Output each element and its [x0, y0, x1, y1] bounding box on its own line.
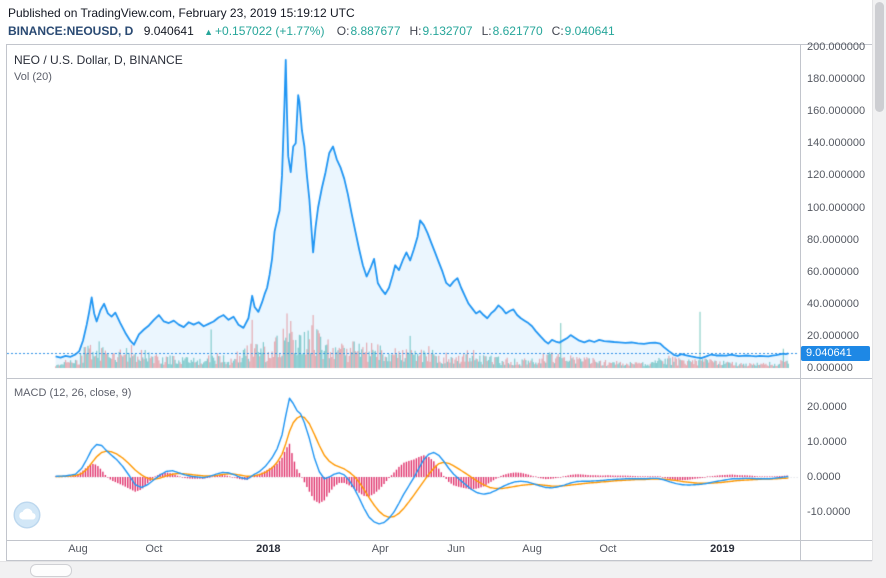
ohlc-values: O:8.887677 H:9.132707 L:8.621770 C:9.040641 [328, 24, 615, 38]
horizontal-scrollbar-thumb[interactable] [30, 564, 72, 577]
macd-axis-label: 10.0000 [807, 436, 847, 448]
macd-chart-canvas[interactable] [7, 379, 799, 539]
volume-legend: Vol (20) [14, 71, 52, 83]
macd-legend: MACD (12, 26, close, 9) [14, 387, 132, 399]
time-axis-tick: 2018 [256, 543, 281, 555]
change-value: +0.157022 (+1.77%) [215, 24, 325, 38]
macd-axis-label: 20.0000 [807, 401, 847, 413]
price-axis-label: 0.000000 [807, 362, 853, 374]
last-price-badge: 9.040641 [801, 345, 870, 361]
horizontal-scrollbar[interactable] [0, 561, 872, 578]
time-axis-tick: Aug [522, 543, 542, 555]
chart-frame-left-border [6, 44, 7, 561]
price-axis-label: 160.000000 [807, 105, 866, 118]
price-axis-label: 180.000000 [807, 73, 866, 86]
ohlc-value: 8.887677 [350, 24, 401, 38]
tradingview-logo[interactable] [13, 501, 41, 529]
macd-axis-label: 0.0000 [807, 471, 841, 483]
ohlc-label: H: [409, 24, 422, 38]
time-axis-border [6, 540, 872, 541]
header-last-price: 9.040641 [143, 24, 194, 38]
time-axis-tick: 2019 [710, 543, 735, 555]
price-axis-label: 100.000000 [807, 201, 866, 214]
time-axis-tick: Jun [447, 543, 466, 555]
price-axis-label: 120.000000 [807, 169, 866, 182]
symbol-text[interactable]: BINANCE:NEOUSD, D [8, 24, 134, 38]
price-axis-label: 140.000000 [807, 137, 866, 150]
ohlc-label: L: [481, 24, 492, 38]
chart-legend: NEO / U.S. Dollar, D, BINANCE [14, 53, 183, 67]
time-axis-tick: Aug [68, 543, 88, 555]
price-axis-border [800, 44, 801, 561]
price-axis[interactable]: 200.000000 180.000000 160.000000 140.000000… [801, 41, 872, 560]
price-axis-label: 80.000000 [807, 233, 859, 246]
scrollbar-corner [872, 561, 886, 578]
panel-resize-divider[interactable] [6, 378, 872, 379]
ohlc-label: C: [551, 24, 564, 38]
chart-frame-top-border [6, 44, 872, 45]
ohlc-value: 9.040641 [564, 24, 615, 38]
price-change-text: ▲ +0.157022 (+1.77%) [204, 24, 324, 38]
published-line: Published on TradingView.com, February 2… [8, 6, 355, 20]
price-axis-label: 20.000000 [807, 329, 859, 342]
time-axis-tick: Oct [145, 543, 163, 555]
symbol-header: BINANCE:NEOUSD, D 9.040641 ▲ +0.157022 (+… [8, 24, 615, 38]
vertical-scrollbar-thumb[interactable] [875, 2, 884, 112]
up-arrow-icon: ▲ [204, 27, 214, 37]
ohlc-value: 9.132707 [422, 24, 473, 38]
price-axis-label: 40.000000 [807, 297, 859, 310]
macd-axis-label: -10.0000 [807, 506, 851, 518]
ohlc-label: O: [336, 24, 350, 38]
ohlc-value: 8.621770 [492, 24, 543, 38]
cloud-icon [13, 501, 41, 529]
time-axis-tick: Oct [599, 543, 617, 555]
price-axis-label: 200.000000 [807, 41, 866, 53]
price-chart-canvas[interactable] [7, 45, 799, 378]
vertical-scrollbar[interactable] [872, 0, 886, 561]
time-axis-tick: Apr [371, 543, 389, 555]
price-axis-label: 60.000000 [807, 265, 859, 278]
time-axis[interactable]: Aug Oct 2018 Apr Jun Aug Oct 2019 [6, 541, 800, 560]
chart-frame-bottom-border [6, 560, 872, 561]
